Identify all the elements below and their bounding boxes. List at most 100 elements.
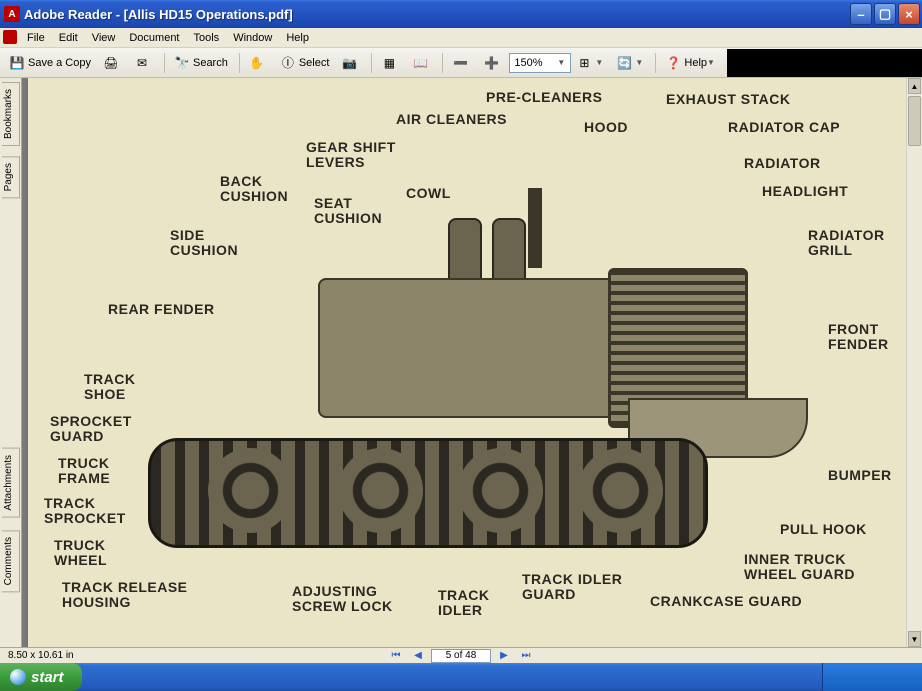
menu-window[interactable]: Window xyxy=(226,30,279,46)
fit-icon: ⊞ xyxy=(576,55,592,71)
diagram-label: BUMPER xyxy=(828,468,892,483)
toolbar: 💾Save a Copy 🖨 ✉ 🔭Search ✋ ⒾSelect 📷 ▦ 📖… xyxy=(0,48,922,78)
print-button[interactable]: 🖨 xyxy=(98,52,127,74)
save-copy-button[interactable]: 💾Save a Copy xyxy=(4,52,96,74)
tractor-illustration xyxy=(148,248,788,568)
menu-edit[interactable]: Edit xyxy=(52,30,85,46)
rotate-button[interactable]: 🔄▼ xyxy=(611,52,649,74)
exhaust-stack xyxy=(528,188,542,268)
diagram-label: HEADLIGHT xyxy=(762,184,848,199)
snapshot-tool-button[interactable]: 📷 xyxy=(336,52,365,74)
menu-tools[interactable]: Tools xyxy=(187,30,227,46)
diagram-label: FRONT FENDER xyxy=(828,322,889,351)
prev-page-button[interactable]: ◀ xyxy=(409,649,427,663)
taskbar: start xyxy=(0,663,922,691)
menu-file[interactable]: File xyxy=(20,30,52,46)
diagram-label: GEAR SHIFT LEVERS xyxy=(306,140,396,169)
maximize-button[interactable]: ▢ xyxy=(874,3,896,25)
help-button[interactable]: ❓Help▼ xyxy=(660,52,721,74)
diagram-label: RADIATOR xyxy=(744,156,821,171)
start-button[interactable]: start xyxy=(0,663,82,691)
diagram-label: COWL xyxy=(406,186,451,201)
label: Save a Copy xyxy=(28,57,91,69)
content-area: Bookmarks Pages Attachments Comments PRE… xyxy=(0,78,922,647)
diagram-label: SPROCKET GUARD xyxy=(50,414,132,443)
zoom-in-button[interactable]: ➕ xyxy=(478,52,507,74)
hand-icon: ✋ xyxy=(249,55,265,71)
diagram-label: RADIATOR GRILL xyxy=(808,228,885,257)
diagram-label: TRACK RELEASE HOUSING xyxy=(62,580,188,609)
window-controls: – ▢ × xyxy=(848,0,922,28)
diagram-label: TRUCK WHEEL xyxy=(54,538,107,567)
menu-help[interactable]: Help xyxy=(279,30,316,46)
document-viewer[interactable]: PRE-CLEANERS EXHAUST STACK AIR CLEANERS HOO… xyxy=(22,78,922,647)
next-page-button[interactable]: ▶ xyxy=(495,649,513,663)
system-tray[interactable] xyxy=(822,663,922,691)
last-page-button[interactable]: ⏭ xyxy=(517,649,535,663)
diagram-label: BACK CUSHION xyxy=(220,174,288,203)
pdf-page: PRE-CLEANERS EXHAUST STACK AIR CLEANERS HOO… xyxy=(28,78,906,647)
zoom-out-icon: ➖ xyxy=(452,55,468,71)
camera-icon: 📷 xyxy=(341,55,357,71)
close-button[interactable]: × xyxy=(898,3,920,25)
tab-comments[interactable]: Comments xyxy=(2,530,20,592)
menu-view[interactable]: View xyxy=(85,30,123,46)
diagram-label: SEAT CUSHION xyxy=(314,196,382,225)
zoom-out-button[interactable]: ➖ xyxy=(447,52,476,74)
hand-tool-button[interactable]: ✋ xyxy=(244,52,273,74)
diagram-label: PULL HOOK xyxy=(780,522,867,537)
diagram-label: HOOD xyxy=(584,120,628,135)
select-tool-button[interactable]: ⒾSelect xyxy=(275,52,335,74)
minimize-button[interactable]: – xyxy=(850,3,872,25)
diagram-label: AIR CLEANERS xyxy=(396,112,507,127)
scroll-down-button[interactable]: ▼ xyxy=(908,631,921,647)
binoculars-icon: 🔭 xyxy=(174,55,190,71)
mail-icon: ✉ xyxy=(134,55,150,71)
diagram-label: ADJUSTING SCREW LOCK xyxy=(292,584,393,613)
truck-wheel-2 xyxy=(458,448,543,533)
diagram-label: CRANKCASE GUARD xyxy=(650,594,802,609)
tab-pages[interactable]: Pages xyxy=(2,156,20,198)
help-icon: ❓ xyxy=(665,55,681,71)
tab-attachments[interactable]: Attachments xyxy=(2,448,20,518)
first-page-button[interactable]: ⏮ xyxy=(387,649,405,663)
diagram-label: EXHAUST STACK xyxy=(666,92,790,107)
scroll-thumb[interactable] xyxy=(908,96,921,146)
diagram-label: INNER TRUCK WHEEL GUARD xyxy=(744,552,855,581)
idler xyxy=(578,448,663,533)
diagram-label: PRE-CLEANERS xyxy=(486,90,602,105)
toolbar-filler xyxy=(727,49,922,77)
ebook-button[interactable]: 📖 xyxy=(407,52,436,74)
diagram-label: RADIATOR CAP xyxy=(728,120,840,135)
sprocket xyxy=(208,448,293,533)
document-icon xyxy=(3,30,17,44)
diagram-label: SIDE CUSHION xyxy=(170,228,238,257)
vertical-scrollbar[interactable]: ▲ ▼ xyxy=(906,78,922,647)
menu-document[interactable]: Document xyxy=(122,30,186,46)
status-bar: 8.50 x 10.61 in ⏮ ◀ 5 of 48 ▶ ⏭ xyxy=(0,647,922,663)
side-tabs: Bookmarks Pages Attachments Comments xyxy=(0,78,22,647)
diagram-label: REAR FENDER xyxy=(108,302,215,317)
diagram-label: TRACK IDLER GUARD xyxy=(522,572,622,601)
diagram-label: TRACK SHOE xyxy=(84,372,136,401)
page-dimensions: 8.50 x 10.61 in xyxy=(0,650,82,661)
zoom-combo[interactable]: 150%▼ xyxy=(509,53,571,73)
scroll-up-button[interactable]: ▲ xyxy=(908,78,921,94)
tab-bookmarks[interactable]: Bookmarks xyxy=(2,82,20,146)
email-button[interactable]: ✉ xyxy=(129,52,158,74)
page-icon: ▦ xyxy=(381,55,397,71)
zoom-in-icon: ➕ xyxy=(483,55,499,71)
actual-size-button[interactable]: ▦ xyxy=(376,52,405,74)
window-title: Adobe Reader - [Allis HD15 Operations.pd… xyxy=(24,7,848,22)
page-number-box[interactable]: 5 of 48 xyxy=(431,649,491,663)
truck-wheel-1 xyxy=(338,448,423,533)
rotate-icon: 🔄 xyxy=(616,55,632,71)
menu-bar: File Edit View Document Tools Window Hel… xyxy=(0,28,922,48)
hood-body xyxy=(318,278,628,418)
book-icon: 📖 xyxy=(412,55,428,71)
search-button[interactable]: 🔭Search xyxy=(169,52,233,74)
diagram-label: TRACK IDLER xyxy=(438,588,490,617)
diagram-label: TRUCK FRAME xyxy=(58,456,110,485)
page-navigator: ⏮ ◀ 5 of 48 ▶ ⏭ xyxy=(387,649,535,663)
fit-tool-button[interactable]: ⊞▼ xyxy=(571,52,609,74)
